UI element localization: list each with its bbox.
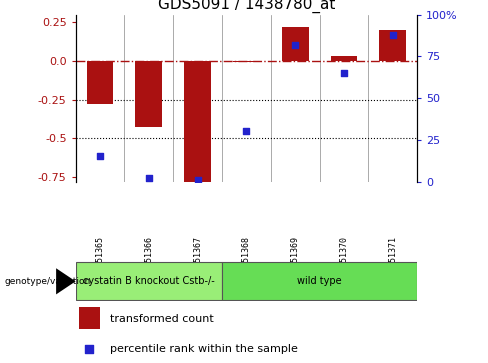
- Text: GSM1151369: GSM1151369: [291, 236, 300, 286]
- Point: [340, 70, 348, 76]
- Text: wild type: wild type: [297, 276, 342, 286]
- Text: percentile rank within the sample: percentile rank within the sample: [110, 344, 298, 354]
- Point: [291, 42, 299, 48]
- Text: transformed count: transformed count: [110, 314, 214, 323]
- Bar: [136, 61, 163, 127]
- Bar: [380, 30, 407, 61]
- Bar: [76, 262, 222, 301]
- Bar: [282, 27, 309, 61]
- Text: genotype/variation: genotype/variation: [5, 277, 91, 286]
- Bar: [233, 61, 260, 62]
- Text: GSM1151365: GSM1151365: [96, 236, 104, 286]
- Point: [96, 154, 104, 159]
- Text: GSM1151367: GSM1151367: [193, 236, 202, 286]
- Point: [389, 32, 397, 37]
- Text: GSM1151371: GSM1151371: [388, 236, 397, 286]
- Bar: [184, 61, 211, 182]
- Point: [85, 347, 93, 352]
- Polygon shape: [56, 268, 76, 294]
- Text: GSM1151366: GSM1151366: [144, 236, 153, 286]
- Text: GSM1151370: GSM1151370: [340, 236, 348, 286]
- Bar: [331, 56, 358, 61]
- Point: [145, 175, 153, 181]
- Bar: [87, 61, 114, 104]
- Title: GDS5091 / 1438780_at: GDS5091 / 1438780_at: [158, 0, 335, 13]
- Bar: [79, 307, 100, 329]
- Point: [194, 177, 202, 183]
- Text: cystatin B knockout Cstb-/-: cystatin B knockout Cstb-/-: [83, 276, 215, 286]
- Bar: [222, 262, 417, 301]
- Text: GSM1151368: GSM1151368: [242, 236, 251, 286]
- Point: [243, 129, 250, 134]
